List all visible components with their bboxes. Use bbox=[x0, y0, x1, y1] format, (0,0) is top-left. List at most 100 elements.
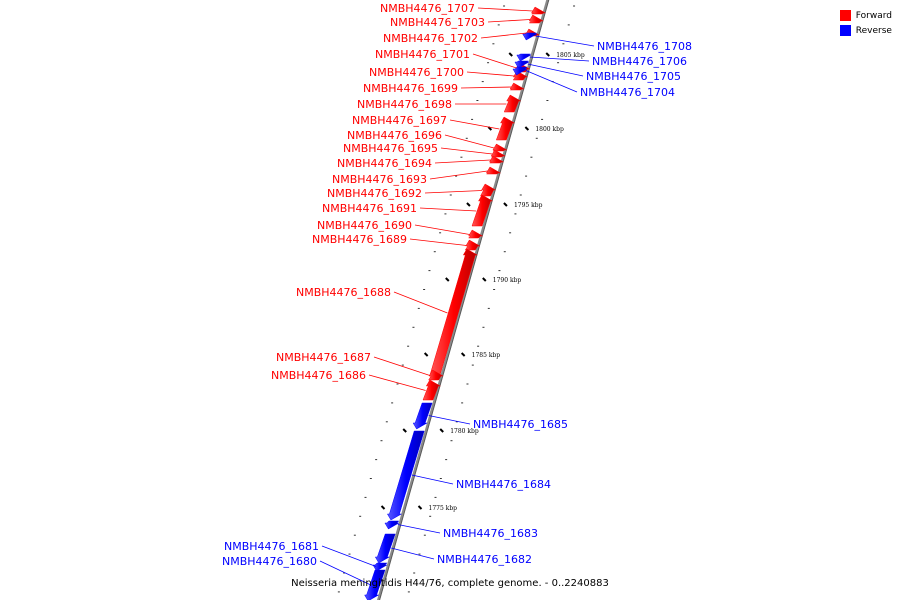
leader-line bbox=[391, 547, 435, 560]
gene-feature-NMBH4476_1680[interactable] bbox=[364, 569, 386, 600]
gene-label-NMBH4476_1685[interactable]: NMBH4476_1685 bbox=[473, 418, 568, 431]
gene-label-NMBH4476_1704[interactable]: NMBH4476_1704 bbox=[580, 86, 675, 99]
leader-line bbox=[409, 238, 467, 246]
gene-label-NMBH4476_1694[interactable]: NMBH4476_1694 bbox=[337, 157, 432, 170]
major-tick bbox=[466, 202, 471, 207]
gene-feature-NMBH4476_1698[interactable] bbox=[503, 94, 522, 113]
gene-label-NMBH4476_1693[interactable]: NMBH4476_1693 bbox=[332, 173, 427, 186]
gene-feature-NMBH4476_1703[interactable] bbox=[528, 14, 545, 24]
gene-label-NMBH4476_1681[interactable]: NMBH4476_1681 bbox=[224, 540, 319, 553]
gene-label-NMBH4476_1682[interactable]: NMBH4476_1682 bbox=[437, 553, 532, 566]
leader-line bbox=[466, 71, 515, 77]
gene-feature-NMBH4476_1704[interactable] bbox=[512, 66, 528, 76]
leader-line bbox=[460, 86, 512, 89]
major-tick bbox=[423, 352, 429, 357]
leader-line bbox=[319, 560, 371, 586]
leader-line bbox=[487, 19, 531, 23]
scale-label: 1800 kbp bbox=[535, 126, 564, 133]
gene-feature-NMBH4476_1691[interactable] bbox=[471, 194, 494, 227]
genome-backbone-edge bbox=[379, 0, 550, 600]
gene-feature-NMBH4476_1695[interactable] bbox=[490, 149, 507, 158]
gene-feature-NMBH4476_1687[interactable] bbox=[428, 369, 445, 381]
gene-label-NMBH4476_1708[interactable]: NMBH4476_1708 bbox=[597, 40, 692, 53]
gene-label-NMBH4476_1683[interactable]: NMBH4476_1683 bbox=[443, 527, 538, 540]
leader-line bbox=[397, 524, 441, 534]
legend-forward: Forward bbox=[839, 8, 892, 23]
scale-label: 1790 kbp bbox=[493, 277, 522, 284]
scale-label: 1775 kbp bbox=[429, 505, 458, 512]
gene-label-NMBH4476_1680[interactable]: NMBH4476_1680 bbox=[222, 555, 317, 568]
scale-label: 1805 kbp bbox=[556, 52, 585, 59]
gene-feature-NMBH4476_1685[interactable] bbox=[412, 402, 433, 430]
gene-feature-NMBH4476_1699[interactable] bbox=[509, 82, 526, 91]
gene-label-NMBH4476_1696[interactable]: NMBH4476_1696 bbox=[347, 129, 442, 142]
leader-line bbox=[525, 70, 578, 93]
genome-backbone bbox=[377, 0, 550, 600]
gene-label-NMBH4476_1689[interactable]: NMBH4476_1689 bbox=[312, 233, 407, 246]
genome-caption: Neisseria meningitidis H44/76, complete … bbox=[291, 578, 609, 589]
leader-line bbox=[472, 53, 517, 69]
major-tick bbox=[417, 505, 423, 510]
leader-line bbox=[429, 170, 488, 180]
gene-feature-NMBH4476_1684[interactable] bbox=[386, 430, 425, 521]
gene-label-NMBH4476_1691[interactable]: NMBH4476_1691 bbox=[322, 202, 417, 215]
gene-label-NMBH4476_1687[interactable]: NMBH4476_1687 bbox=[276, 351, 371, 364]
gene-feature-NMBH4476_1705[interactable] bbox=[514, 60, 530, 69]
major-tick bbox=[524, 126, 530, 131]
leader-line bbox=[440, 147, 493, 155]
gene-feature-NMBH4476_1681[interactable] bbox=[372, 562, 388, 572]
scale-label: 1780 kbp bbox=[450, 428, 479, 435]
gene-label-NMBH4476_1697[interactable]: NMBH4476_1697 bbox=[352, 114, 447, 127]
gene-feature-NMBH4476_1690[interactable] bbox=[467, 229, 484, 239]
gene-label-NMBH4476_1705[interactable]: NMBH4476_1705 bbox=[586, 70, 681, 83]
gene-label-NMBH4476_1700[interactable]: NMBH4476_1700 bbox=[369, 66, 464, 79]
major-tick bbox=[439, 428, 444, 433]
leader-line bbox=[424, 190, 483, 194]
gene-label-NMBH4476_1702[interactable]: NMBH4476_1702 bbox=[383, 32, 478, 45]
leader-line bbox=[393, 291, 448, 314]
gene-feature-NMBH4476_1693[interactable] bbox=[485, 166, 502, 175]
gene-feature-NMBH4476_1686[interactable] bbox=[422, 379, 442, 401]
gene-label-NMBH4476_1701[interactable]: NMBH4476_1701 bbox=[375, 48, 470, 61]
leader-line bbox=[434, 159, 491, 164]
legend-reverse-label: Reverse bbox=[855, 25, 892, 36]
gene-feature-NMBH4476_1706[interactable] bbox=[516, 53, 532, 62]
gene-feature-NMBH4476_1688[interactable] bbox=[429, 248, 479, 377]
major-tick bbox=[445, 277, 450, 282]
gene-label-NMBH4476_1692[interactable]: NMBH4476_1692 bbox=[327, 187, 422, 200]
leader-line bbox=[477, 7, 533, 12]
legend-reverse: Reverse bbox=[839, 23, 892, 38]
gene-label-NMBH4476_1690[interactable]: NMBH4476_1690 bbox=[317, 219, 412, 232]
gene-feature-NMBH4476_1708[interactable] bbox=[522, 32, 538, 41]
leader-line bbox=[414, 224, 470, 235]
gene-label-NMBH4476_1707[interactable]: NMBH4476_1707 bbox=[380, 2, 475, 15]
gene-feature-NMBH4476_1707[interactable] bbox=[530, 6, 547, 15]
major-tick bbox=[545, 52, 550, 57]
scale-label: 1785 kbp bbox=[472, 352, 501, 359]
gene-label-NMBH4476_1699[interactable]: NMBH4476_1699 bbox=[363, 82, 458, 95]
gene-feature-NMBH4476_1689[interactable] bbox=[464, 239, 481, 251]
gene-label-NMBH4476_1703[interactable]: NMBH4476_1703 bbox=[390, 16, 485, 29]
gene-label-NMBH4476_1686[interactable]: NMBH4476_1686 bbox=[271, 369, 366, 382]
gene-feature-NMBH4476_1696[interactable] bbox=[492, 143, 508, 152]
leader-line bbox=[373, 356, 430, 376]
major-tick bbox=[503, 202, 508, 207]
gene-feature-NMBH4476_1692[interactable] bbox=[480, 183, 497, 197]
scale-label: 1795 kbp bbox=[514, 202, 543, 209]
forward-swatch bbox=[839, 10, 851, 21]
gene-feature-NMBH4476_1683[interactable] bbox=[384, 520, 400, 530]
gene-feature-NMBH4476_1694[interactable] bbox=[488, 155, 505, 164]
leader-line bbox=[535, 35, 595, 47]
reverse-swatch bbox=[839, 25, 851, 36]
gene-label-NMBH4476_1695[interactable]: NMBH4476_1695 bbox=[343, 142, 438, 155]
gene-label-NMBH4476_1688[interactable]: NMBH4476_1688 bbox=[296, 286, 391, 299]
legend-forward-label: Forward bbox=[855, 10, 892, 21]
gene-feature-NMBH4476_1697[interactable] bbox=[495, 116, 516, 141]
gene-label-NMBH4476_1684[interactable]: NMBH4476_1684 bbox=[456, 478, 551, 491]
gene-label-NMBH4476_1698[interactable]: NMBH4476_1698 bbox=[357, 98, 452, 111]
gene-feature-NMBH4476_1682[interactable] bbox=[374, 533, 396, 564]
gene-label-NMBH4476_1706[interactable]: NMBH4476_1706 bbox=[592, 55, 687, 68]
major-tick bbox=[380, 505, 386, 510]
leader-line bbox=[428, 415, 471, 425]
